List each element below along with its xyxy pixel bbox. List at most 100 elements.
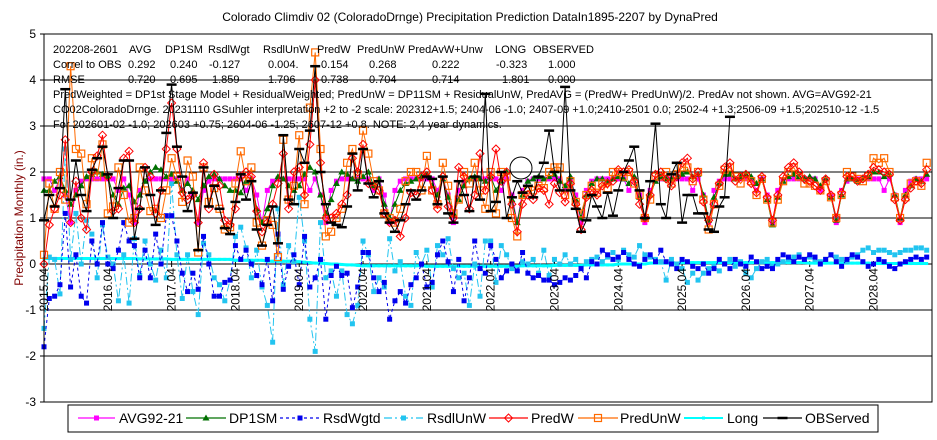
data-point-avg92-21 (791, 176, 797, 182)
data-point-dp1sm (524, 177, 532, 184)
data-point-long (563, 263, 567, 267)
data-point-rsdwgtd (844, 256, 850, 262)
data-point-predw (613, 164, 623, 175)
data-point-predunw (183, 156, 192, 165)
data-point-avg92-21 (871, 176, 877, 182)
data-point-rsdwgtd (461, 298, 467, 304)
data-point-rsdwgtd (775, 256, 781, 262)
legend-marker-dp1sm (202, 414, 210, 421)
data-point-predw (858, 174, 868, 184)
data-point-rsdwgtd (73, 252, 79, 258)
data-point-predw (363, 178, 374, 189)
data-point-long (728, 261, 732, 265)
data-point-long (696, 261, 700, 265)
data-point-predw (645, 190, 655, 200)
legend-marker-predw (503, 413, 514, 423)
data-point-rsdlunw (509, 266, 515, 272)
data-point-predunw (236, 147, 245, 156)
data-point-avg92-21 (46, 176, 52, 182)
data-point-rsdwgtd (147, 275, 153, 281)
data-point-predunw (188, 172, 197, 181)
data-point-rsdwgtd (349, 305, 355, 311)
data-point-rsdwgtd (355, 284, 361, 290)
data-point-rsdwgtd (567, 277, 573, 283)
legend-label: OBServed (805, 410, 870, 426)
data-point-avg92-21 (908, 178, 914, 184)
data-point-long (457, 264, 461, 268)
data-point-rsdwgtd (440, 238, 446, 244)
data-point-long (382, 264, 386, 268)
data-point-rsdwgtd (302, 233, 308, 239)
data-point-rsdlunw (270, 339, 276, 345)
data-point-long (765, 261, 769, 265)
data-point-predw (714, 178, 725, 189)
data-point-long (590, 263, 594, 267)
data-point-avg92-21 (902, 187, 908, 193)
data-point-long (409, 264, 413, 268)
chart-title: Colorado Climdiv 02 (ColoradoDrnge) Prec… (222, 10, 718, 24)
data-point-rsdlunw (498, 243, 504, 249)
data-point-predunw (438, 158, 447, 167)
data-point-rsdwgtd (62, 210, 68, 216)
data-point-predunw (470, 158, 479, 167)
data-point-avg92-21 (270, 178, 276, 184)
data-point-rsdlunw (674, 261, 680, 267)
data-point-predw (698, 197, 709, 207)
data-point-predw (906, 183, 916, 193)
data-point-rsdlunw (775, 261, 781, 267)
data-point-rsdlunw (557, 261, 563, 267)
data-point-predw (751, 187, 762, 198)
data-point-long (90, 256, 94, 260)
data-point-rsdlunw (876, 247, 882, 253)
data-point-predw (241, 167, 251, 177)
data-point-predunw (311, 48, 320, 57)
data-point-long (749, 261, 753, 265)
data-point-dp1sm (269, 182, 277, 189)
data-point-rsdlunw (434, 243, 440, 249)
data-point-rsdwgtd (291, 252, 297, 258)
data-point-rsdwgtd (169, 213, 175, 219)
data-point-long (100, 256, 104, 260)
y-tick-label: 2 (29, 165, 36, 179)
data-point-rsdwgtd (637, 263, 643, 269)
data-point-dp1sm (332, 180, 340, 186)
data-point-rsdwgtd (509, 261, 515, 267)
data-point-long (297, 260, 301, 264)
data-point-long (643, 262, 647, 266)
data-point-long (111, 256, 115, 260)
data-point-long (925, 262, 929, 266)
data-point-rsdwgtd (163, 213, 169, 219)
data-point-rsdlunw (78, 261, 84, 267)
data-point-predunw (45, 179, 54, 188)
note-line: PredWeighted = DP1st Stage Model + Resid… (53, 89, 872, 101)
data-point-rsdlunw (860, 247, 866, 253)
data-point-rsdwgtd (248, 261, 254, 267)
data-point-predw (576, 224, 586, 235)
data-point-rsdwgtd (419, 261, 425, 267)
x-tick-label: 2024.04 (611, 268, 625, 312)
data-point-rsdwgtd (227, 277, 233, 283)
data-point-rsdwgtd (504, 268, 510, 274)
data-point-rsdwgtd (599, 247, 605, 253)
data-point-rsdlunw (924, 247, 930, 253)
data-point-rsdwgtd (668, 261, 674, 267)
data-point-predw (900, 194, 911, 205)
data-point-predw (485, 171, 496, 182)
data-point-long (542, 264, 546, 268)
data-point-predw (347, 153, 358, 163)
data-point-rsdwgtd (387, 316, 393, 322)
data-point-long (170, 257, 174, 261)
data-point-avg92-21 (876, 176, 882, 182)
data-point-rsdlunw (280, 282, 286, 288)
data-point-rsdlunw (344, 312, 350, 318)
data-point-long (733, 261, 737, 265)
data-point-rsdlunw (121, 252, 127, 258)
data-point-rsdlunw (583, 259, 589, 265)
data-point-rsdwgtd (520, 250, 526, 255)
data-point-long (600, 263, 604, 267)
data-point-rsdlunw (897, 250, 903, 255)
data-point-predw (703, 215, 714, 226)
data-point-predw (666, 181, 677, 191)
data-point-long (398, 264, 402, 268)
data-point-rsdlunw (376, 275, 382, 281)
